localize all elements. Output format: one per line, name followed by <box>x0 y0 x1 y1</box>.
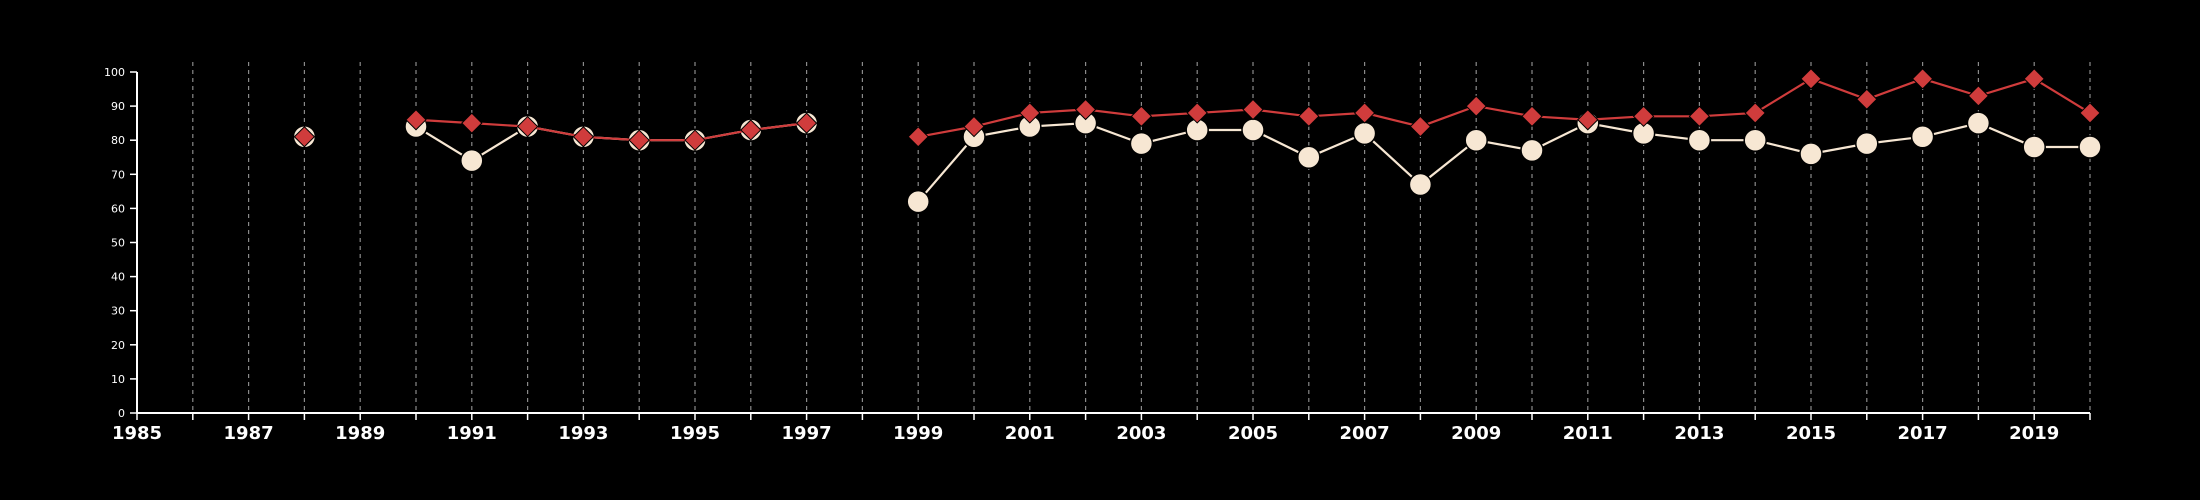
series-1 <box>292 111 2102 214</box>
y-tick-label: 100 <box>104 66 125 79</box>
data-point-diamond <box>684 129 706 151</box>
x-tick-label: 1985 <box>112 423 162 444</box>
x-tick-label: 2011 <box>1563 423 1613 444</box>
data-point-circle <box>1855 131 1879 156</box>
data-point-circle <box>1966 111 1991 135</box>
data-point-circle <box>1910 125 1935 149</box>
data-point-circle <box>1297 145 1321 169</box>
x-tick-label: 2019 <box>2009 423 2059 444</box>
data-point-diamond <box>795 112 818 134</box>
data-point-circle <box>1464 128 1488 152</box>
data-point-diamond <box>1465 95 1487 117</box>
x-tick-label: 1993 <box>558 423 608 444</box>
data-point-diamond <box>1800 68 1822 90</box>
data-point-diamond <box>405 109 427 131</box>
x-tick-label: 2001 <box>1005 423 1055 444</box>
x-tick-label: 2017 <box>1898 423 1948 444</box>
data-point-diamond <box>516 115 539 138</box>
tick-labels: 0 10 20 30 40 50 60 70 80 90 100 1985 1987 1989 1991 19… <box>104 66 2059 444</box>
data-point-diamond <box>740 119 762 141</box>
data-series <box>292 68 2102 214</box>
data-point-circle <box>1129 131 1154 156</box>
data-point-diamond <box>1130 105 1153 128</box>
data-point-diamond <box>1019 102 1041 124</box>
y-tick-label: 20 <box>111 339 125 352</box>
data-point-diamond <box>1911 68 1934 90</box>
data-point-circle <box>2022 135 2046 159</box>
data-point-diamond <box>461 112 483 134</box>
data-point-diamond <box>1688 105 1711 128</box>
x-tick-label: 1987 <box>224 423 274 444</box>
x-tick-label: 1995 <box>670 423 720 444</box>
axes <box>130 71 2091 420</box>
data-point-circle <box>1352 121 1377 146</box>
x-tick-label: 2015 <box>1786 423 1836 444</box>
data-point-circle <box>1687 128 1712 152</box>
data-point-diamond <box>1074 98 1097 121</box>
y-tick-label: 50 <box>111 237 125 250</box>
data-point-diamond <box>1242 98 1264 121</box>
data-point-circle <box>906 189 930 214</box>
data-point-diamond <box>963 115 985 138</box>
x-tick-label: 2013 <box>1674 423 1724 444</box>
data-point-diamond <box>1856 88 1878 110</box>
y-tick-label: 60 <box>111 202 125 215</box>
data-point-diamond <box>2079 102 2101 124</box>
series-line <box>918 77 2091 138</box>
data-point-diamond <box>1521 105 1543 128</box>
data-point-circle <box>2078 135 2102 159</box>
data-point-diamond <box>1967 85 1990 107</box>
series-line <box>917 121 2090 203</box>
data-point-diamond <box>907 126 929 148</box>
x-tick-label: 2007 <box>1340 423 1390 444</box>
series-2 <box>293 68 2101 151</box>
y-tick-label: 10 <box>111 373 125 386</box>
data-point-diamond <box>2023 68 2045 90</box>
y-tick-label: 70 <box>111 168 125 181</box>
y-tick-label: 90 <box>111 100 125 113</box>
data-point-diamond <box>1744 102 1766 124</box>
y-tick-label: 80 <box>111 134 125 147</box>
data-point-circle <box>1799 142 1823 166</box>
x-tick-label: 1997 <box>782 423 832 444</box>
x-tick-label: 2005 <box>1228 423 1278 444</box>
data-point-diamond <box>1353 102 1376 124</box>
y-tick-label: 0 <box>118 407 125 420</box>
x-tick-label: 2009 <box>1451 423 1501 444</box>
x-tick-label: 1999 <box>893 423 943 444</box>
data-point-diamond <box>1186 102 1208 124</box>
data-point-diamond <box>572 126 595 148</box>
x-tick-label: 1991 <box>447 423 497 444</box>
data-point-circle <box>1743 128 1767 152</box>
x-tick-label: 2003 <box>1116 423 1166 444</box>
data-point-diamond <box>1632 105 1655 128</box>
data-point-diamond <box>1298 105 1320 128</box>
data-point-diamond <box>1577 109 1599 131</box>
data-point-diamond <box>293 126 316 148</box>
y-tick-label: 40 <box>111 271 125 284</box>
data-point-diamond <box>1409 115 1432 138</box>
data-point-circle <box>1408 172 1433 197</box>
x-tick-label: 1989 <box>335 423 385 444</box>
y-tick-label: 30 <box>111 305 125 318</box>
data-point-diamond <box>628 129 650 151</box>
data-point-circle <box>1241 118 1265 142</box>
data-point-circle <box>460 148 484 173</box>
data-point-circle <box>1520 138 1544 163</box>
